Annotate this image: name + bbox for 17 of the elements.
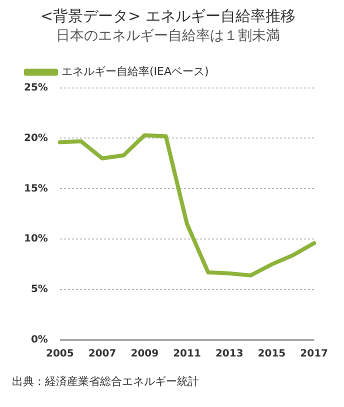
x-tick-label: 2013 bbox=[215, 348, 244, 360]
y-tick-label: 5% bbox=[30, 284, 48, 296]
y-tick-label: 20% bbox=[24, 132, 48, 144]
y-tick-label: 15% bbox=[24, 183, 48, 194]
y-tick-label: 0% bbox=[30, 334, 48, 346]
x-tick-label: 2007 bbox=[88, 348, 116, 360]
chart-subtitle: 日本のエネルギー自給率は１割未満 bbox=[56, 28, 280, 44]
chart-title: <背景データ> エネルギー自給率推移 bbox=[40, 6, 296, 25]
x-tick-label: 2011 bbox=[173, 348, 201, 360]
x-tick-label: 2005 bbox=[46, 348, 74, 360]
y-tick-label: 10% bbox=[24, 234, 48, 245]
x-tick-label: 2009 bbox=[130, 348, 159, 360]
x-tick-label: 2017 bbox=[300, 348, 328, 360]
legend-label: エネルギー自給率(IEAベース) bbox=[62, 65, 209, 78]
source-note: 出典：経済産業省総合エネルギー統計 bbox=[12, 374, 200, 389]
y-tick-label: 25% bbox=[24, 82, 48, 94]
x-tick-label: 2015 bbox=[258, 348, 286, 360]
